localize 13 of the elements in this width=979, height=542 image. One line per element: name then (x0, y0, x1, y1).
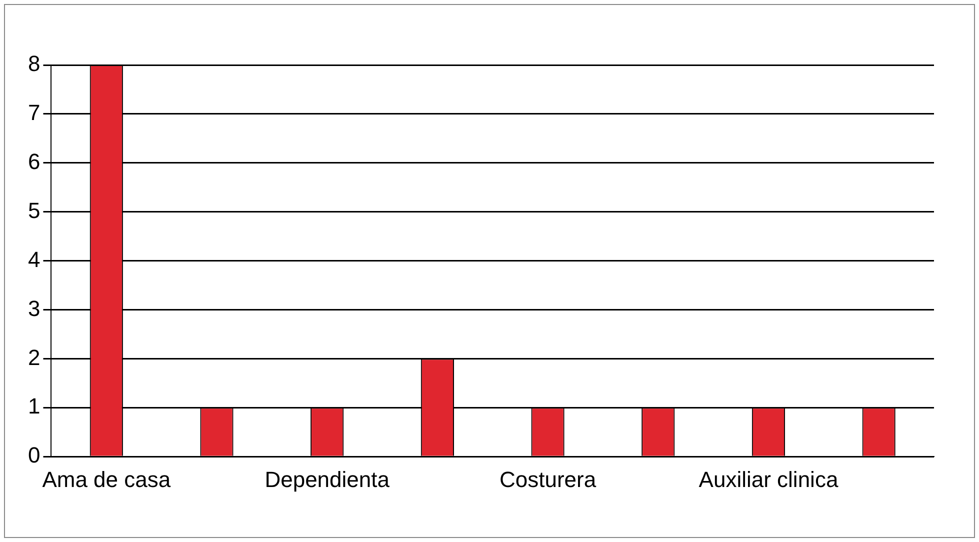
x-tick-label: Auxiliar clinica (698, 466, 839, 492)
y-tick-label: 7 (28, 100, 40, 126)
y-tick-label: 6 (28, 148, 40, 174)
x-tick-label: Ama de casa (42, 466, 172, 492)
y-tick-label: 0 (28, 442, 40, 468)
y-tick-label: 5 (28, 198, 40, 223)
y-tick-label: 4 (28, 246, 40, 272)
y-tick-label: 3 (28, 296, 40, 321)
y-tick-label: 8 (28, 51, 40, 76)
y-tick-label: 1 (28, 394, 40, 419)
x-tick-label: Dependienta (264, 466, 390, 492)
y-tick-label: 2 (28, 344, 40, 370)
x-tick-label: Costurera (499, 466, 597, 492)
